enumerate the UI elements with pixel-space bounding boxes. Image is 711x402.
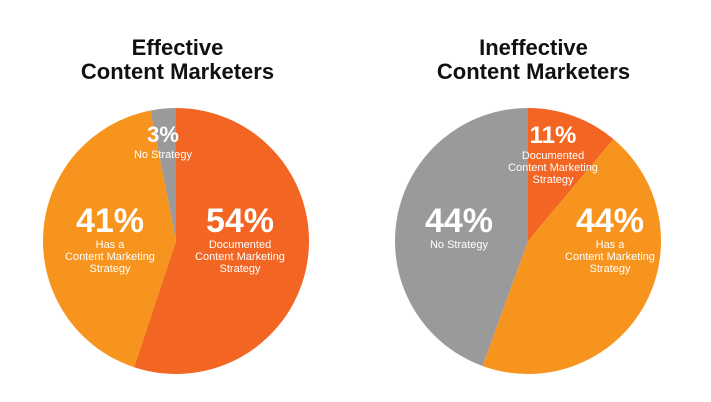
slice-category-label: Content Marketing [65,251,155,263]
pie-slice [150,108,176,241]
chart-title: Ineffective Content Marketers [356,36,711,84]
slice-category-label: Strategy [220,263,261,275]
pie-slice [134,108,309,375]
slice-category-label: Strategy [533,174,574,186]
slice-category-label: Documented [522,150,584,162]
slice-category-label: No Strategy [430,239,489,251]
chart-title-line: Ineffective [479,35,588,60]
slice-category-label: Strategy [590,263,631,275]
slice-percent-label: 3% [147,122,179,147]
slice-category-label: Content Marketing [565,251,655,263]
slice-category-label: No Strategy [134,149,193,161]
chart-title-line: Content Marketers [80,59,275,84]
chart-title-line: Effective [131,35,224,60]
slice-category-label: Strategy [90,263,131,275]
slice-category-label: Content Marketing [508,162,598,174]
slice-percent-label: 44% [425,202,493,240]
ineffective-pie-panel: Ineffective Content Marketers 11% Documen… [356,0,711,402]
slice-percent-label: 44% [576,202,644,240]
slice-percent-label: 54% [206,202,274,240]
slice-category-label: Has a [596,239,626,251]
slice-category-label: Content Marketing [195,251,285,263]
chart-title-line: Content Marketers [436,59,631,84]
pie-slice [528,108,614,241]
slice-percent-label: 41% [76,202,144,240]
slice-percent-label: 11% [530,122,577,149]
effective-pie-panel: Effective Content Marketers 54% Documente… [0,0,355,402]
pie-slice [42,110,177,368]
slice-category-label: Documented [209,239,271,251]
slice-category-label: Has a [96,239,126,251]
pie-slice [394,108,528,366]
pie-slice [482,139,662,375]
chart-title: Effective Content Marketers [0,36,355,84]
